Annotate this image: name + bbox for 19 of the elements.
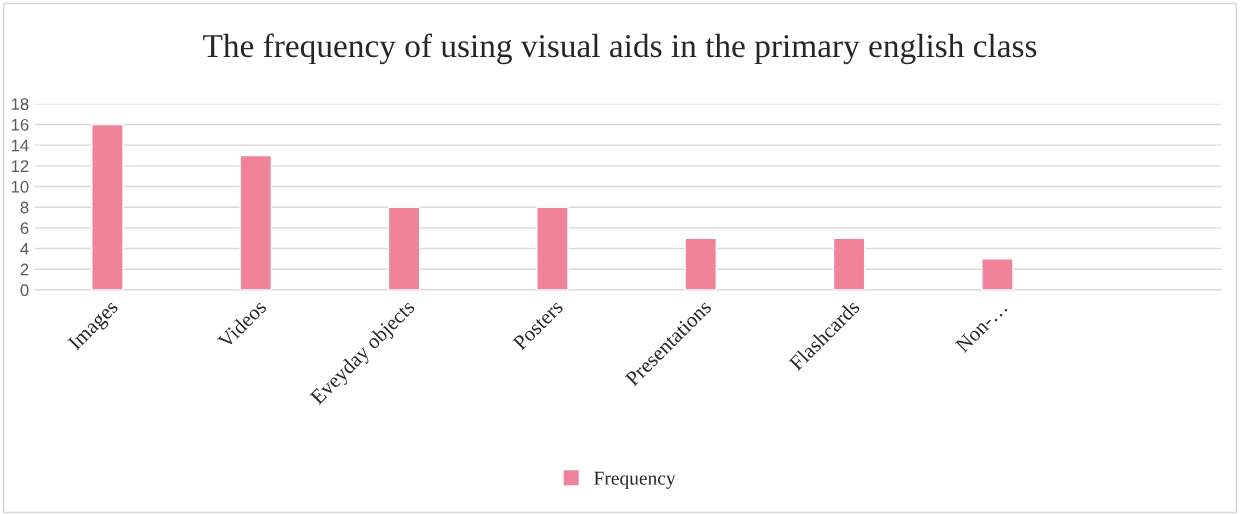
y-tick-label: 2 (20, 263, 29, 276)
bar (981, 258, 1014, 290)
chart-title: The frequency of using visual aids in the primary english class (203, 33, 1037, 65)
bar (239, 154, 273, 290)
bar (387, 206, 421, 290)
y-tick-label: 16 (11, 118, 29, 131)
legend-label: Frequency (594, 471, 676, 489)
bar (536, 206, 569, 290)
y-tick-label: 18 (11, 98, 29, 111)
y-tick-label: 6 (20, 222, 29, 235)
y-tick-label: 12 (11, 160, 29, 172)
y-tick-label: 4 (20, 243, 29, 255)
y-tick-label: 14 (11, 139, 29, 152)
y-tick-label: 10 (11, 180, 29, 193)
bar (91, 123, 124, 290)
bar (832, 237, 866, 290)
y-tick-label: 8 (20, 201, 29, 214)
bar (684, 237, 718, 290)
y-tick-label: 0 (20, 284, 29, 297)
